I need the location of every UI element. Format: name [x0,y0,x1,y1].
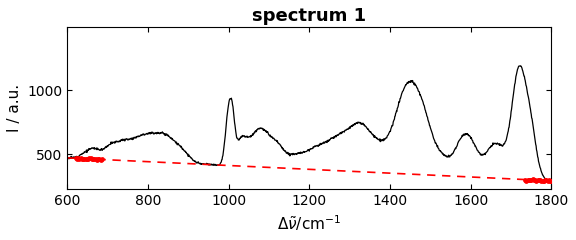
Point [522,179,531,183]
Title: spectrum 1: spectrum 1 [252,7,366,25]
Point [539,179,548,183]
Point [84,157,93,161]
Point [87,157,96,161]
Point [74,156,83,160]
Point [538,179,547,183]
Point [94,157,104,161]
Point [541,178,550,182]
Point [71,156,80,160]
Point [78,157,88,161]
Point [89,157,98,161]
X-axis label: $\Delta\tilde{\nu}$/cm$^{-1}$: $\Delta\tilde{\nu}$/cm$^{-1}$ [278,213,342,233]
Point [521,178,530,182]
Point [532,179,541,183]
Point [535,178,544,182]
Point [527,178,536,182]
Point [543,179,552,183]
Point [544,178,554,181]
Point [77,157,86,161]
Point [91,157,100,161]
Point [545,179,555,183]
Point [86,156,95,160]
Point [93,157,103,161]
Point [75,157,84,161]
Point [542,178,551,182]
Point [528,177,537,181]
Point [92,158,101,162]
Point [90,157,99,161]
Point [530,178,540,182]
Point [85,156,94,160]
Point [529,178,539,182]
Point [524,178,533,182]
Point [537,179,546,183]
Point [82,157,92,161]
Point [547,179,556,183]
Point [97,158,107,162]
Point [76,156,85,160]
Point [79,157,89,161]
Point [533,178,543,182]
Point [536,178,545,182]
Point [81,157,90,161]
Point [96,158,105,162]
Point [526,178,535,182]
Y-axis label: I / a.u.: I / a.u. [7,84,22,132]
Point [523,178,532,182]
Point [72,157,81,161]
